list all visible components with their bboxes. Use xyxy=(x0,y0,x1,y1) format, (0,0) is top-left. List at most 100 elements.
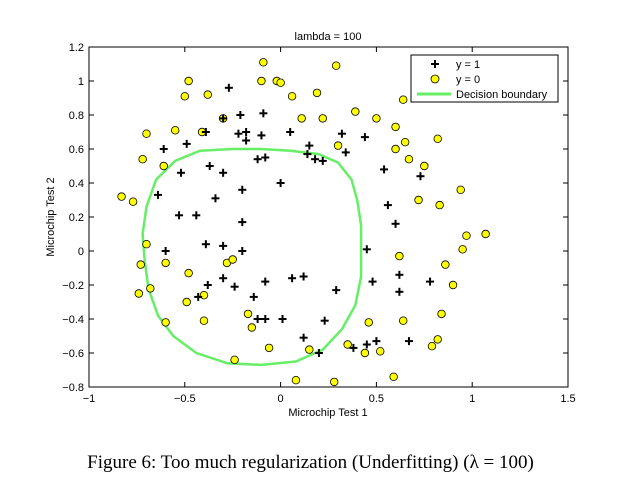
negative-point xyxy=(203,90,212,99)
positive-point xyxy=(224,83,233,92)
legend: y = 1 y = 0 Decision boundary xyxy=(410,54,559,103)
negative-point xyxy=(414,195,423,205)
negative-point xyxy=(142,129,151,138)
legend-label-boundary: Decision boundary xyxy=(456,89,548,101)
negative-point xyxy=(400,137,410,147)
negative-point xyxy=(399,95,408,104)
negative-point xyxy=(331,61,341,70)
negative-point xyxy=(276,78,285,87)
positive-point xyxy=(219,114,228,123)
negative-point xyxy=(264,343,274,353)
negative-point xyxy=(318,114,327,123)
negative-point xyxy=(437,309,446,319)
negative-point xyxy=(257,76,266,86)
x-axis-label: Microchip Test 1 xyxy=(288,407,367,419)
positive-point xyxy=(288,274,297,283)
positive-point xyxy=(391,219,400,228)
negative-point xyxy=(462,231,471,240)
negative-point xyxy=(391,122,400,132)
negative-point xyxy=(259,58,268,67)
negative-point xyxy=(146,284,155,293)
negative-point xyxy=(376,347,385,356)
positive-point xyxy=(404,337,413,346)
y-tick-label: −0.2 xyxy=(62,280,84,292)
x-tick-label: 1 xyxy=(469,393,475,405)
positive-point xyxy=(194,292,203,301)
negative-point xyxy=(399,316,408,325)
negative-point xyxy=(182,297,191,307)
positive-point xyxy=(320,316,329,325)
negative-point xyxy=(351,107,360,116)
positive-point xyxy=(203,281,212,289)
positive-point xyxy=(305,141,314,150)
negative-point xyxy=(230,355,239,364)
y-tick-label: 0.6 xyxy=(69,144,84,156)
negative-point xyxy=(481,229,490,239)
positive-point xyxy=(219,274,228,283)
negative-point xyxy=(228,255,237,264)
positive-point xyxy=(259,109,268,118)
positive-point xyxy=(341,148,350,157)
chart-title: lambda = 100 xyxy=(295,31,362,43)
negative-point xyxy=(427,342,437,351)
positive-point xyxy=(242,128,251,136)
y-axis-label: Microchip Test 2 xyxy=(45,177,57,256)
positive-point xyxy=(337,129,346,138)
negative-point xyxy=(199,316,209,325)
negative-point xyxy=(297,114,306,123)
positive-point xyxy=(362,340,371,349)
negative-point xyxy=(364,318,373,327)
negative-point xyxy=(333,141,343,150)
positive-point xyxy=(311,155,320,164)
positive-point xyxy=(182,139,191,148)
positive-point xyxy=(276,179,285,187)
negative-point xyxy=(395,251,404,261)
legend-label-negative: y = 0 xyxy=(456,74,480,86)
positive-point xyxy=(238,218,247,227)
negative-point xyxy=(159,161,168,171)
positive-point xyxy=(395,270,404,279)
legend-label-positive: y = 1 xyxy=(456,59,480,71)
positive-point xyxy=(249,292,258,301)
negative-point xyxy=(458,245,467,254)
positive-point xyxy=(253,315,262,323)
positive-point xyxy=(238,247,247,255)
positive-point xyxy=(192,211,201,220)
negative-point xyxy=(312,88,322,98)
positive-point xyxy=(211,194,220,203)
negative-point xyxy=(433,134,442,143)
negative-point xyxy=(142,239,151,249)
negative-point xyxy=(128,197,138,206)
y-tick-label: −0.6 xyxy=(62,348,84,360)
negative-point xyxy=(287,92,297,101)
positive-point xyxy=(234,129,243,138)
positive-point xyxy=(368,277,377,286)
positive-point xyxy=(205,162,214,170)
positive-point xyxy=(176,168,185,177)
positive-point xyxy=(299,272,308,281)
decision-boundary-line xyxy=(141,147,363,367)
positive-point xyxy=(426,277,435,286)
positive-point xyxy=(286,128,295,136)
positive-point xyxy=(416,172,425,181)
positive-point xyxy=(318,156,327,165)
positive-point xyxy=(230,282,239,291)
x-tick-label: 0.5 xyxy=(369,393,384,405)
positive-point xyxy=(201,240,210,249)
y-tick-label: 0.4 xyxy=(69,178,84,190)
negative-point xyxy=(441,260,450,269)
positive-point xyxy=(261,153,270,162)
negative-point xyxy=(184,76,193,86)
negative-point xyxy=(184,268,193,278)
positive-point xyxy=(161,247,170,255)
y-tick-label: 0.2 xyxy=(69,212,84,224)
positive-point xyxy=(303,150,312,159)
negative-point xyxy=(291,376,301,385)
positive-point xyxy=(314,349,323,357)
positive-point xyxy=(242,136,251,145)
negative-point xyxy=(136,260,145,269)
negative-point xyxy=(389,372,398,381)
positive-point xyxy=(380,165,389,174)
negative-point xyxy=(171,126,180,135)
positive-point xyxy=(261,277,270,286)
